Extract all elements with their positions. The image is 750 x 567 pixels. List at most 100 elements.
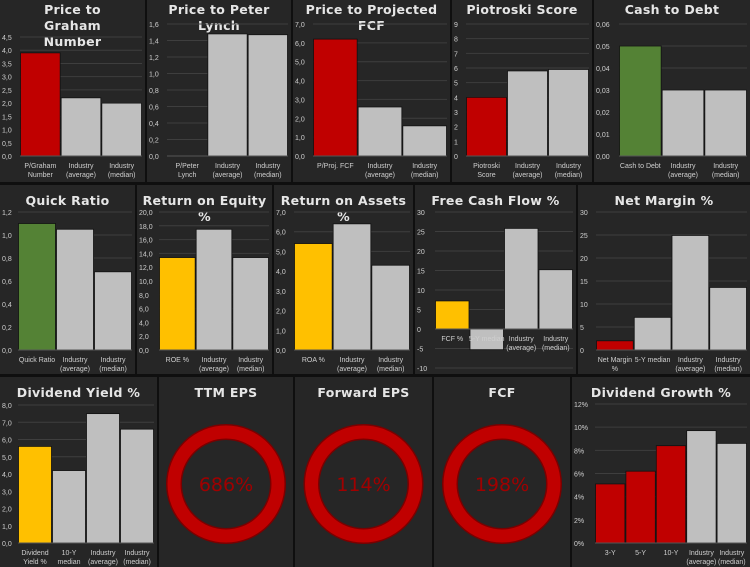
x-tick-label-line: (average)	[213, 172, 243, 179]
x-tick-label: FCF %	[441, 336, 463, 343]
x-tick-label: Industry (median)	[254, 163, 282, 179]
y-tick-label: 5,0	[2, 455, 12, 462]
x-tick-label-line: Industry	[689, 550, 714, 557]
y-tick-label: 0%	[574, 541, 584, 548]
y-tick-label: 5,0	[276, 249, 286, 256]
x-tick-label: Industry (average)	[213, 163, 243, 179]
x-tick-label-line: median	[58, 559, 81, 566]
x-tick-label-line: (median)	[712, 172, 740, 179]
x-tick-label: 3-Y	[605, 550, 616, 557]
chart-title: Forward EPS	[317, 385, 410, 400]
x-tick-label: Piotroski Score	[473, 163, 500, 179]
bar	[332, 223, 372, 351]
bar	[18, 223, 56, 351]
y-tick-label: 3,5	[2, 61, 12, 68]
y-tick-label: 0,0	[295, 154, 305, 161]
y-tick-label: 0,06	[596, 22, 610, 29]
chart-title: Dividend Growth %	[590, 385, 732, 400]
y-tick-label: 2,5	[2, 88, 12, 95]
bar	[633, 316, 672, 351]
y-tick-label: 4,0	[276, 269, 286, 276]
chart-title: Free Cash Flow %	[431, 193, 560, 208]
y-tick-label: 0,4	[149, 121, 159, 128]
x-tick-label: Industry (average)	[337, 357, 367, 373]
bar	[661, 89, 705, 157]
y-tick-label: 5	[580, 325, 584, 332]
x-tick-label: Industry (average)	[365, 163, 395, 179]
bar	[357, 106, 403, 157]
x-tick-label-line: (average)	[668, 172, 698, 179]
bar	[402, 125, 447, 157]
y-tick-label: 0,6	[149, 105, 159, 112]
chart-canvas: 0 1 2 3 4 5 6 7 8 9 Piotroski Score Industry (average…	[454, 22, 589, 179]
x-tick-label: P/Peter Lynch	[175, 163, 199, 179]
donut-ttm-eps: TTM EPS 686%	[159, 377, 293, 567]
x-tick-label-line: 5-Y median	[635, 357, 671, 364]
chart-price-to-peter-lynch: Price to Peter Lynch 0,0 0,2 0,4 0,6 0,8 1,0 1,…	[147, 0, 291, 182]
x-tick-label-line: (median)	[411, 172, 439, 179]
x-tick-label-line: P/Graham	[24, 163, 56, 170]
bar	[435, 300, 470, 330]
y-tick-label: 0,0	[149, 154, 159, 161]
y-tick-label: 1,0	[295, 135, 305, 142]
bar	[60, 97, 102, 157]
x-tick-label-line: Industry	[716, 357, 741, 364]
chart-dividend-yield: Dividend Yield % 0,0 1,0 2,0 3,0 4,0 5,0 6,0 7,0…	[0, 377, 157, 567]
chart-title: Cash to Debt	[624, 2, 720, 17]
x-tick-label-line: Industry	[713, 163, 738, 170]
chart-title: Dividend Yield %	[16, 385, 141, 400]
y-tick-label: 10%	[574, 425, 588, 432]
x-tick-label: Industry (median)	[712, 163, 740, 179]
x-tick-label-line: Industry	[509, 336, 534, 343]
y-tick-label: 4,0	[2, 48, 12, 55]
donut-ring	[443, 425, 561, 543]
y-tick-label: 0,04	[596, 66, 610, 73]
bar	[371, 264, 410, 351]
x-tick-label: 5-Y	[635, 550, 646, 557]
y-tick-label: 2,0	[139, 334, 149, 341]
chart-canvas: 0,0 2,0 4,0 6,0 8,0 10,0 12,0 14,0 16,0 18,0 20,0 R…	[139, 210, 269, 373]
x-tick-label-line: Industry	[515, 163, 540, 170]
y-tick-label: 4,0	[2, 472, 12, 479]
y-tick-label: 1,0	[149, 72, 159, 79]
x-tick-label: Industry (average)	[60, 357, 90, 373]
bar	[18, 446, 52, 544]
x-tick-label-line: ROA %	[302, 357, 325, 364]
y-tick-label: 0,05	[596, 44, 610, 51]
x-tick-label-line: Industry	[378, 357, 403, 364]
y-tick-label: 8	[454, 37, 458, 44]
y-tick-label: 7,0	[295, 22, 305, 29]
x-tick-label-line: (median)	[237, 366, 265, 373]
y-tick-label: 7,0	[2, 420, 12, 427]
chart-cash-to-debt: Cash to Debt 0,00 0,01 0,02 0,03 0,04 0,05 0,06…	[594, 0, 750, 182]
x-tick-label-line: Industry	[678, 357, 703, 364]
bar	[56, 228, 94, 351]
y-tick-label: 12%	[574, 402, 588, 409]
x-tick-label-line: Industry	[69, 163, 94, 170]
y-tick-label: 5	[454, 81, 458, 88]
chart-canvas: 114%	[303, 424, 424, 544]
x-tick-label-line: Quick Ratio	[19, 357, 55, 364]
x-tick-label-line: Piotroski	[473, 163, 500, 170]
y-tick-label: 4%	[574, 495, 584, 502]
chart-canvas: 198%	[442, 424, 562, 544]
x-tick-label-line: ROE %	[166, 357, 189, 364]
bar	[625, 470, 656, 544]
y-tick-label: 0,00	[596, 154, 610, 161]
y-tick-label: 20,0	[139, 210, 153, 217]
y-tick-label: 6,0	[276, 230, 286, 237]
y-tick-label: 3	[454, 110, 458, 117]
x-tick-label-line: Score	[477, 172, 495, 179]
chart-title: TTM EPS	[194, 385, 258, 400]
x-tick-label: Industry (median)	[555, 163, 583, 179]
x-tick-label-line: Industry	[238, 357, 263, 364]
chart-canvas: 0,0 0,2 0,4 0,6 0,8 1,0 1,2 Quick Ratio Industry…	[2, 210, 132, 373]
x-tick-label-line: (average)	[675, 366, 705, 373]
x-tick-label-line: (median)	[123, 559, 151, 566]
chart-title: Price to Peter Lynch	[168, 2, 270, 33]
bar	[595, 483, 626, 544]
x-tick-label: Industry (median)	[237, 357, 265, 373]
y-tick-label: 7	[454, 51, 458, 58]
y-tick-label: 4,0	[295, 79, 305, 86]
